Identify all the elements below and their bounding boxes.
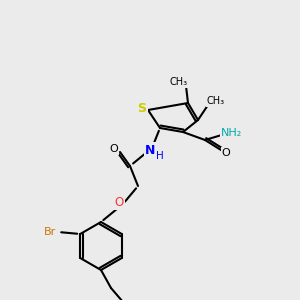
Text: N: N — [145, 143, 155, 157]
Text: CH₃: CH₃ — [207, 96, 225, 106]
Text: NH₂: NH₂ — [221, 128, 243, 138]
Text: O: O — [114, 196, 124, 208]
Text: H: H — [156, 151, 164, 161]
Text: O: O — [222, 148, 230, 158]
Text: CH₃: CH₃ — [170, 77, 188, 87]
Text: S: S — [137, 101, 146, 115]
Text: Br: Br — [44, 227, 56, 237]
Text: O: O — [110, 144, 118, 154]
